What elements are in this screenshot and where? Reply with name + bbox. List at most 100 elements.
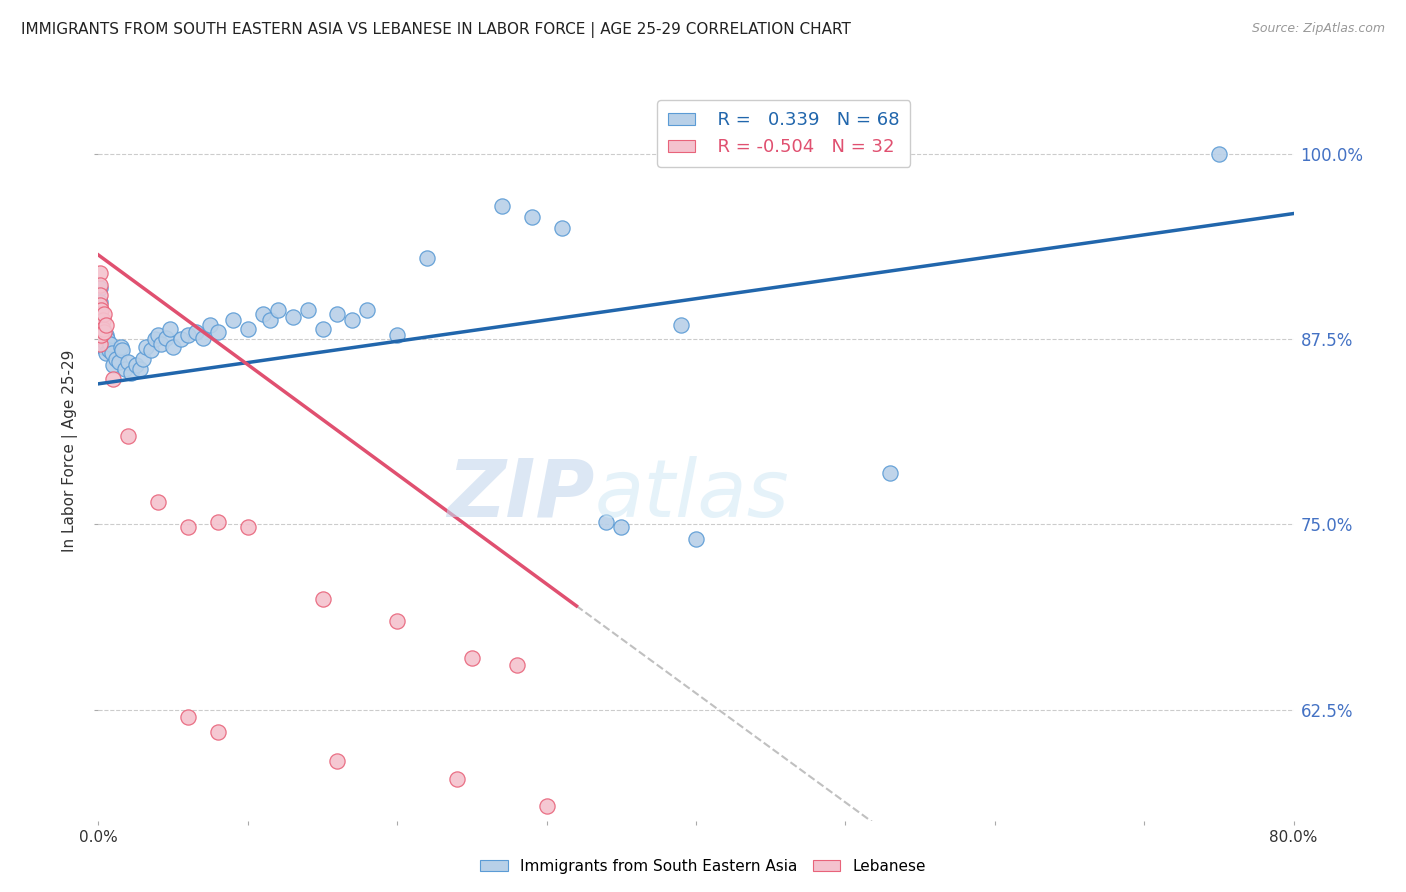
Point [105, 351, 128, 366]
Point [184, 325, 207, 339]
Point [94, 345, 117, 359]
Point [89, 280, 111, 294]
Point [326, 755, 349, 769]
Point [89, 310, 111, 325]
Point [139, 343, 162, 357]
Point [222, 313, 245, 327]
Point [89, 288, 111, 302]
Text: IMMIGRANTS FROM SOUTH EASTERN ASIA VS LEBANESE IN LABOR FORCE | AGE 25-29 CORREL: IMMIGRANTS FROM SOUTH EASTERN ASIA VS LE… [21, 22, 851, 38]
Point [98, 336, 122, 351]
Point [311, 322, 333, 336]
Point [148, 495, 170, 509]
Point [207, 325, 229, 339]
Point [159, 322, 181, 336]
Point [89, 277, 111, 292]
Point [416, 251, 439, 265]
Point [111, 343, 134, 357]
Point [89, 329, 111, 343]
Point [550, 221, 572, 235]
Text: ZIP: ZIP [447, 456, 595, 534]
Point [89, 307, 111, 321]
Point [669, 318, 692, 332]
Point [148, 328, 170, 343]
Point [117, 354, 139, 368]
Point [191, 331, 214, 345]
Point [110, 340, 132, 354]
Point [342, 313, 364, 327]
Y-axis label: In Labor Force | Age 25-29: In Labor Force | Age 25-29 [62, 350, 79, 551]
Point [155, 331, 177, 345]
Point [90, 331, 112, 345]
Point [89, 336, 111, 351]
Point [326, 307, 349, 321]
Point [236, 520, 259, 534]
Legend: Immigrants from South Eastern Asia, Lebanese: Immigrants from South Eastern Asia, Leba… [474, 853, 932, 880]
Point [491, 199, 513, 213]
Point [91, 322, 114, 336]
Point [536, 798, 558, 813]
Point [385, 328, 409, 343]
Point [162, 340, 184, 354]
Point [879, 466, 901, 480]
Point [91, 325, 114, 339]
Point [610, 520, 633, 534]
Point [89, 332, 111, 346]
Point [93, 340, 115, 354]
Point [94, 336, 117, 351]
Point [90, 328, 112, 343]
Point [90, 336, 112, 351]
Point [177, 328, 200, 343]
Point [89, 295, 111, 310]
Point [89, 313, 111, 327]
Point [90, 318, 112, 332]
Point [89, 298, 111, 312]
Point [177, 520, 200, 534]
Point [132, 351, 155, 366]
Point [91, 332, 114, 346]
Point [311, 591, 333, 606]
Point [129, 362, 152, 376]
Point [150, 336, 173, 351]
Point [103, 372, 125, 386]
Point [595, 515, 617, 529]
Point [101, 345, 124, 359]
Point [177, 710, 200, 724]
Point [520, 210, 543, 224]
Point [207, 515, 229, 529]
Point [461, 650, 484, 665]
Point [135, 340, 157, 354]
Point [252, 307, 274, 321]
Point [685, 533, 707, 547]
Point [89, 328, 111, 343]
Point [96, 332, 118, 346]
Point [89, 266, 111, 280]
Point [446, 772, 468, 787]
Point [385, 614, 409, 628]
Point [1208, 147, 1230, 161]
Point [93, 331, 115, 345]
Point [91, 313, 114, 327]
Point [90, 322, 112, 336]
Point [297, 302, 319, 317]
Point [356, 302, 378, 317]
Point [89, 322, 111, 336]
Point [114, 362, 136, 376]
Point [281, 310, 304, 325]
Point [143, 332, 166, 346]
Point [506, 658, 529, 673]
Point [259, 313, 281, 327]
Point [169, 332, 191, 346]
Point [125, 358, 148, 372]
Point [103, 358, 125, 372]
Point [207, 724, 229, 739]
Point [97, 343, 120, 357]
Point [236, 322, 259, 336]
Point [91, 340, 114, 354]
Point [267, 302, 290, 317]
Point [94, 318, 117, 332]
Text: atlas: atlas [595, 456, 789, 534]
Legend:   R =   0.339   N = 68,   R = -0.504   N = 32: R = 0.339 N = 68, R = -0.504 N = 32 [657, 101, 910, 167]
Point [120, 367, 142, 381]
Text: Source: ZipAtlas.com: Source: ZipAtlas.com [1251, 22, 1385, 36]
Point [200, 318, 222, 332]
